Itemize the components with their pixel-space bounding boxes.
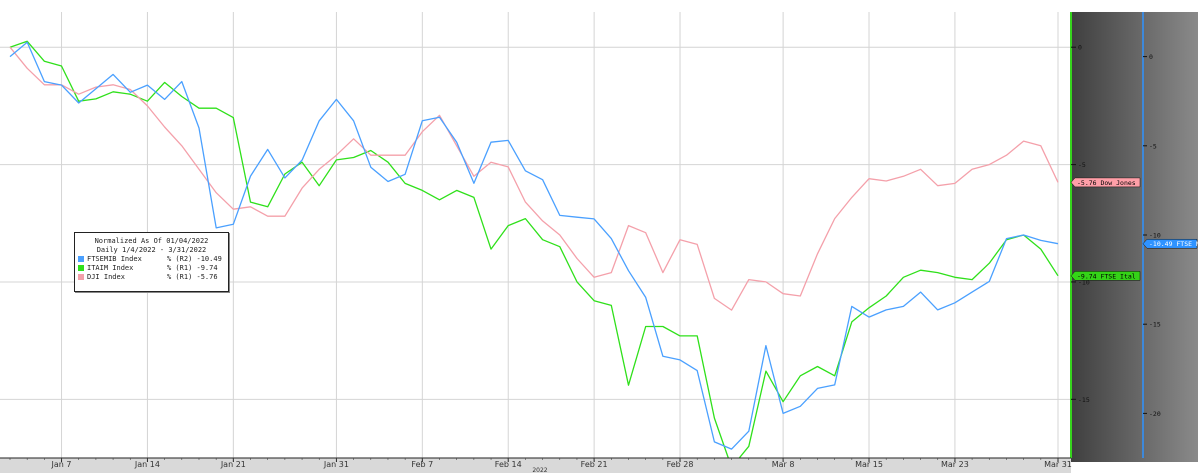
r2-tick-label: -5: [1149, 142, 1157, 150]
value-label-box: [1142, 238, 1198, 249]
x-tick-label: Jan 7: [51, 460, 72, 469]
value-label: -9.74 FTSE Ital: [1070, 271, 1141, 281]
legend-swatch: [78, 274, 84, 280]
series-line-3: [9, 46, 1059, 311]
x-tick-label: Mar 31: [1044, 460, 1072, 469]
r2-tick-label: -15: [1149, 321, 1161, 329]
legend-subtitle: Daily 1/4/2022 - 3/31/2022: [96, 246, 207, 254]
x-tick-label: Jan 21: [220, 460, 246, 469]
x-tick-label: Feb 21: [581, 460, 608, 469]
r1-tick-label: 0: [1078, 44, 1082, 52]
r1-tick-label: -10: [1078, 278, 1090, 286]
value-label: -10.49 FTSE M: [1142, 238, 1198, 249]
legend-entry-itaim: ITAIM Index % (R1) -9.74: [75, 264, 228, 273]
r2-tick-label: 0: [1149, 53, 1153, 61]
r1-tick-label: -5: [1078, 161, 1086, 169]
series-line-1: [9, 41, 1059, 450]
legend-entry-value: % (R1) -5.76: [167, 273, 218, 281]
value-label-text: -10.49 FTSE M: [1149, 240, 1198, 248]
legend-entry-name: FTSEMIB Index: [87, 255, 142, 263]
grid: [0, 12, 1071, 458]
legend-entry-name: ITAIM Index: [87, 264, 134, 272]
x-tick-label: Jan 14: [134, 460, 160, 469]
legend-entry-dji: DJI Index % (R1) -5.76: [75, 273, 228, 282]
value-label-text: -9.74 FTSE Ital: [1077, 272, 1136, 280]
legend-swatch: [78, 256, 84, 262]
legend-entry-value: % (R2) -10.49: [167, 255, 222, 263]
legend-title: Normalized As Of 01/04/2022: [94, 237, 209, 245]
x-tick-label: Jan 31: [323, 460, 349, 469]
legend-entry-value: % (R1) -9.74: [167, 264, 218, 272]
r1-axis-ticks: 0 -5 -10 -15: [1071, 44, 1090, 404]
r1-tick-label: -15: [1078, 396, 1090, 404]
x-tick-label: Feb 28: [667, 460, 694, 469]
r2-axis-ticks: 0 -5 -10 -15 -20: [1143, 53, 1161, 418]
x-tick-label: Feb 14: [495, 460, 522, 469]
x-axis-band: [0, 458, 1071, 473]
series-layer: [9, 40, 1059, 469]
x-tick-label: Mar 8: [772, 460, 795, 469]
x-axis-ticks: Jan 7 Jan 14 Jan 21 Jan 31 Feb 7 Feb 14 Feb 21…: [9, 458, 1072, 469]
x-tick-label: Feb 7: [411, 460, 433, 469]
value-label-text: -5.76 Dow Jones: [1077, 179, 1136, 187]
value-label-box: [1070, 177, 1141, 188]
value-label-box: [1070, 271, 1141, 281]
series-line-2: [9, 40, 1059, 469]
x-tick-label: Mar 15: [855, 460, 883, 469]
top-strip: [1071, 0, 1198, 12]
right-axis-panel: [1071, 12, 1198, 462]
legend-box: Normalized As Of 01/04/2022 Daily 1/4/20…: [74, 232, 229, 292]
legend-swatch: [78, 265, 84, 271]
right-value-labels: -5.76 Dow Jones -9.74 FTSE Ital -10.49 FTS…: [1070, 177, 1198, 281]
r2-tick-label: -20: [1149, 410, 1161, 418]
legend-entry-name: DJI Index: [87, 273, 125, 281]
r2-tick-label: -10: [1149, 232, 1161, 240]
legend-entry-ftsemib: FTSEMIB Index % (R2) -10.49: [75, 255, 228, 264]
x-tick-label: Mar 23: [941, 460, 969, 469]
x-axis-year: 2022: [532, 467, 547, 473]
value-label: -5.76 Dow Jones: [1070, 177, 1141, 188]
